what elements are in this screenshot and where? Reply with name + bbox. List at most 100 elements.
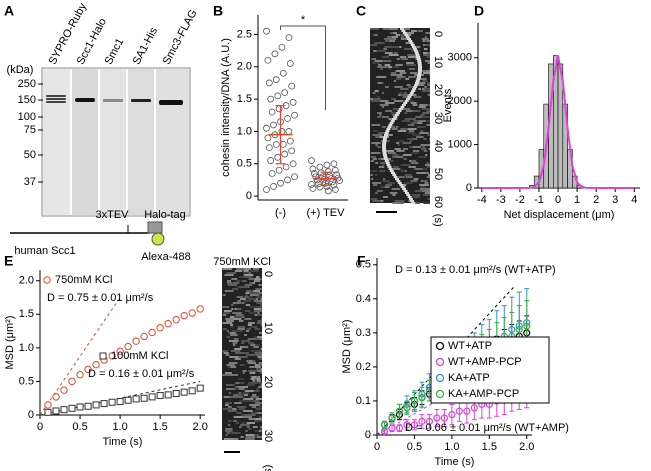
kymograph-track bbox=[382, 146, 387, 148]
kymograph-pixel bbox=[255, 288, 262, 290]
kymograph-pixel bbox=[242, 416, 252, 418]
kymograph-pixel bbox=[406, 64, 416, 66]
kymograph-pixel bbox=[222, 314, 227, 316]
x-tick-label: (-) bbox=[275, 207, 286, 219]
y-axis-title: MSD (μm²) bbox=[341, 320, 353, 374]
kymograph-pixel bbox=[410, 162, 419, 164]
x-tick-label: 0 bbox=[555, 194, 561, 206]
x-axis-title: Time (s) bbox=[435, 456, 475, 468]
data-point bbox=[124, 342, 132, 351]
kymograph-pixel bbox=[404, 118, 415, 120]
kymograph-pixel bbox=[228, 420, 232, 422]
annotation: D = 0.16 ± 0.01 μm²/s bbox=[88, 368, 195, 380]
data-point bbox=[263, 186, 270, 194]
kymograph-track bbox=[401, 30, 406, 32]
kymograph-pixel bbox=[412, 194, 419, 196]
y-tick-label: 3000 bbox=[448, 52, 472, 64]
kymograph-pixel bbox=[407, 132, 416, 134]
kymograph-pixel bbox=[256, 306, 262, 308]
kymograph-pixel bbox=[234, 308, 240, 310]
data-point bbox=[289, 160, 297, 168]
kymograph-pixel bbox=[237, 328, 245, 330]
data-point bbox=[286, 137, 294, 145]
data-point bbox=[309, 184, 317, 192]
kymograph-pixel bbox=[256, 296, 262, 298]
x-tick-label: 0 bbox=[37, 421, 43, 433]
annotation: D = 0.75 ± 0.01 μm²/s bbox=[47, 292, 154, 304]
data-point bbox=[291, 173, 298, 181]
kymograph-pixel bbox=[246, 400, 254, 402]
kymograph-pixel bbox=[398, 140, 405, 142]
kymograph-track bbox=[417, 70, 422, 72]
y-tick-label: 0.5 bbox=[19, 375, 34, 387]
kymograph-pixel bbox=[375, 136, 380, 138]
kymograph-pixel bbox=[402, 108, 411, 110]
kymograph-pixel bbox=[230, 438, 239, 440]
fit-line bbox=[39, 297, 121, 416]
data-point bbox=[267, 157, 275, 164]
kymograph-pixel bbox=[426, 162, 429, 164]
kymograph-pixel bbox=[248, 278, 255, 280]
kymograph-pixel bbox=[427, 198, 430, 200]
data-point bbox=[100, 400, 108, 408]
marker-label: 37 bbox=[24, 176, 36, 188]
kymograph-pixel bbox=[387, 182, 395, 184]
kymograph-pixel bbox=[409, 140, 413, 142]
kymograph-pixel bbox=[244, 414, 249, 416]
kymograph-pixel bbox=[423, 202, 430, 204]
data-point bbox=[418, 393, 426, 402]
kymograph-pixel bbox=[388, 54, 399, 56]
kymograph-pixel bbox=[260, 426, 262, 428]
kymograph-track bbox=[384, 132, 389, 134]
data-point bbox=[268, 108, 276, 116]
kymograph-track bbox=[382, 144, 387, 146]
kymograph-pixel bbox=[235, 316, 242, 318]
kymograph-pixel bbox=[427, 94, 430, 96]
kymograph-pixel bbox=[248, 322, 255, 324]
data-point bbox=[148, 328, 156, 337]
kymograph-pixel bbox=[236, 268, 244, 270]
kymograph-track bbox=[414, 82, 419, 84]
data-point bbox=[330, 181, 338, 189]
data-point bbox=[132, 337, 140, 345]
kymograph-pixel bbox=[387, 152, 396, 154]
kymograph-pixel bbox=[370, 28, 380, 30]
kymograph-pixel bbox=[393, 80, 397, 82]
kymograph-pixel bbox=[225, 434, 228, 436]
legend-marker bbox=[435, 373, 445, 383]
kymograph-pixel bbox=[423, 80, 428, 82]
kymograph-pixel bbox=[248, 418, 256, 420]
kymograph-pixel bbox=[415, 116, 424, 118]
kymograph-pixel bbox=[385, 102, 395, 104]
kymograph-pixel bbox=[258, 358, 262, 360]
time-tick-label: 40 bbox=[432, 140, 444, 152]
kymograph-pixel bbox=[394, 86, 403, 88]
legend-label: WT+AMP-PCP bbox=[448, 356, 522, 368]
kymograph-pixel bbox=[257, 368, 261, 370]
kymograph-pixel bbox=[421, 148, 427, 150]
kymograph-pixel bbox=[370, 160, 375, 162]
data-point bbox=[140, 394, 148, 402]
kymograph-pixel bbox=[395, 34, 401, 36]
kymograph-pixel bbox=[238, 276, 245, 278]
kymograph-pixel bbox=[231, 330, 240, 332]
kymograph-pixel bbox=[247, 324, 252, 326]
x-tick-label: 2.0 bbox=[193, 421, 208, 433]
kymograph-track bbox=[401, 104, 406, 106]
data-point bbox=[264, 134, 272, 142]
kymograph-pixel bbox=[242, 372, 246, 374]
kymograph-pixel bbox=[237, 356, 248, 358]
kymograph-track bbox=[410, 44, 415, 46]
kymograph-pixel bbox=[255, 408, 262, 410]
kymograph-pixel bbox=[411, 152, 419, 154]
kymograph-track bbox=[403, 190, 408, 192]
kymograph-track bbox=[413, 86, 418, 88]
kymograph-pixel bbox=[416, 172, 423, 174]
kymograph-pixel bbox=[233, 318, 242, 320]
x-tick-label: (+) TEV bbox=[306, 207, 345, 219]
kymograph-pixel bbox=[245, 330, 250, 332]
data-point bbox=[410, 421, 419, 429]
kymograph-pixel bbox=[241, 414, 244, 416]
kymograph-pixel bbox=[235, 422, 240, 424]
